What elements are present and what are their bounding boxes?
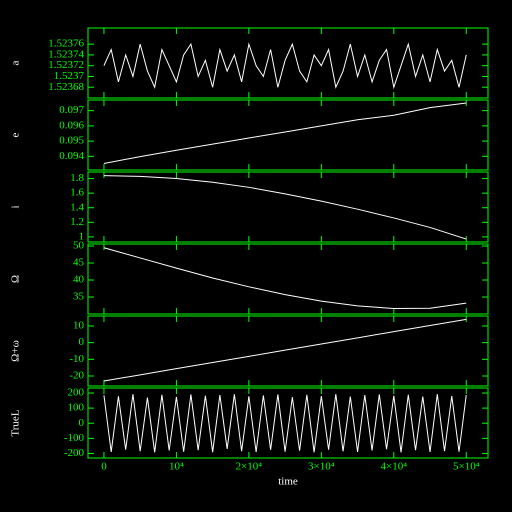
y-tick-label: 35 xyxy=(73,291,85,303)
plot-frame xyxy=(87,243,489,315)
data-line xyxy=(103,318,467,382)
y-axis-label: Ω xyxy=(10,275,22,283)
x-tick-label: 2×10⁴ xyxy=(236,461,263,473)
y-tick-label: -100 xyxy=(64,432,85,444)
x-tick-label: 4×10⁴ xyxy=(381,461,408,473)
y-axis-label: i xyxy=(10,205,22,208)
y-tick-label: 200 xyxy=(68,387,85,399)
y-axis-label: e xyxy=(10,132,22,137)
y-tick-label: 10 xyxy=(73,320,85,332)
x-tick-label: 3×10⁴ xyxy=(308,461,335,473)
y-tick-label: 0.096 xyxy=(59,119,84,131)
y-tick-label: 1.4 xyxy=(70,201,84,213)
x-tick-label: 5×10⁴ xyxy=(453,461,480,473)
y-tick-label: 0.095 xyxy=(59,135,84,147)
y-tick-label: 1.2 xyxy=(70,216,84,228)
y-tick-label: 0.097 xyxy=(59,104,84,116)
plot-frame xyxy=(87,171,489,243)
y-tick-label: 0.094 xyxy=(59,150,84,162)
y-tick-label: -10 xyxy=(69,353,84,365)
y-axis-label: TrueL xyxy=(10,409,22,436)
y-tick-label: 1.8 xyxy=(70,172,84,184)
y-tick-label: 1.52374 xyxy=(48,48,84,60)
plot-frame xyxy=(87,27,489,99)
x-tick-label: 10⁴ xyxy=(169,461,184,473)
y-tick-label: 1.6 xyxy=(70,187,84,199)
y-tick-label: 0 xyxy=(79,417,85,429)
y-axis-label: a xyxy=(10,60,22,65)
y-tick-label: -200 xyxy=(64,447,85,459)
data-line xyxy=(103,175,467,240)
data-line xyxy=(103,247,467,310)
y-axis-label: Ω+ω xyxy=(10,340,22,362)
data-line xyxy=(103,394,467,453)
y-tick-label: 1.52368 xyxy=(48,81,84,93)
y-tick-label: 1.52372 xyxy=(48,59,84,71)
y-tick-label: 1 xyxy=(79,230,85,242)
y-tick-label: 0 xyxy=(79,336,85,348)
y-tick-label: 45 xyxy=(73,257,85,269)
data-line xyxy=(103,42,467,90)
y-tick-label: 100 xyxy=(68,402,85,414)
data-line xyxy=(103,102,467,164)
y-tick-label: 50 xyxy=(73,240,85,252)
y-tick-label: -20 xyxy=(69,370,84,382)
x-tick-label: 0 xyxy=(101,461,107,473)
plot-frame xyxy=(87,99,489,171)
y-tick-label: 1.5237 xyxy=(54,70,85,82)
x-axis-label: time xyxy=(278,476,298,488)
y-tick-label: 1.52376 xyxy=(48,38,84,50)
y-tick-label: 40 xyxy=(73,274,85,286)
plot-frame xyxy=(87,315,489,387)
